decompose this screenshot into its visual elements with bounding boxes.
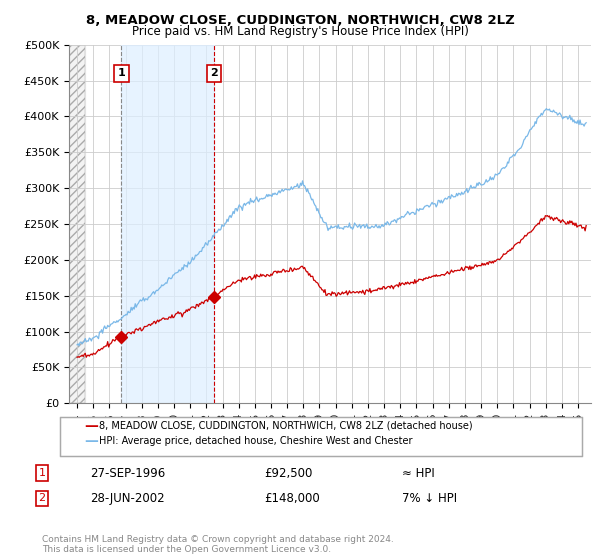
Text: 8, MEADOW CLOSE, CUDDINGTON, NORTHWICH, CW8 2LZ (detached house): 8, MEADOW CLOSE, CUDDINGTON, NORTHWICH, … <box>99 421 473 431</box>
Text: —: — <box>84 419 98 432</box>
Text: Price paid vs. HM Land Registry's House Price Index (HPI): Price paid vs. HM Land Registry's House … <box>131 25 469 38</box>
Text: 1: 1 <box>38 468 46 478</box>
Text: 8, MEADOW CLOSE, CUDDINGTON, NORTHWICH, CW8 2LZ: 8, MEADOW CLOSE, CUDDINGTON, NORTHWICH, … <box>86 14 514 27</box>
Bar <box>69 45 85 403</box>
Text: —: — <box>84 435 98 448</box>
Text: 7% ↓ HPI: 7% ↓ HPI <box>402 492 457 505</box>
Text: 28-JUN-2002: 28-JUN-2002 <box>90 492 164 505</box>
Text: 1: 1 <box>118 68 125 78</box>
Text: £92,500: £92,500 <box>264 466 313 480</box>
Text: ≈ HPI: ≈ HPI <box>402 466 435 480</box>
Text: 27-SEP-1996: 27-SEP-1996 <box>90 466 165 480</box>
Text: 2: 2 <box>38 493 46 503</box>
Bar <box>121 45 214 403</box>
Text: £148,000: £148,000 <box>264 492 320 505</box>
Text: Contains HM Land Registry data © Crown copyright and database right 2024.
This d: Contains HM Land Registry data © Crown c… <box>42 535 394 554</box>
Bar <box>69 45 85 403</box>
Text: HPI: Average price, detached house, Cheshire West and Chester: HPI: Average price, detached house, Ches… <box>99 436 413 446</box>
Text: 2: 2 <box>211 68 218 78</box>
